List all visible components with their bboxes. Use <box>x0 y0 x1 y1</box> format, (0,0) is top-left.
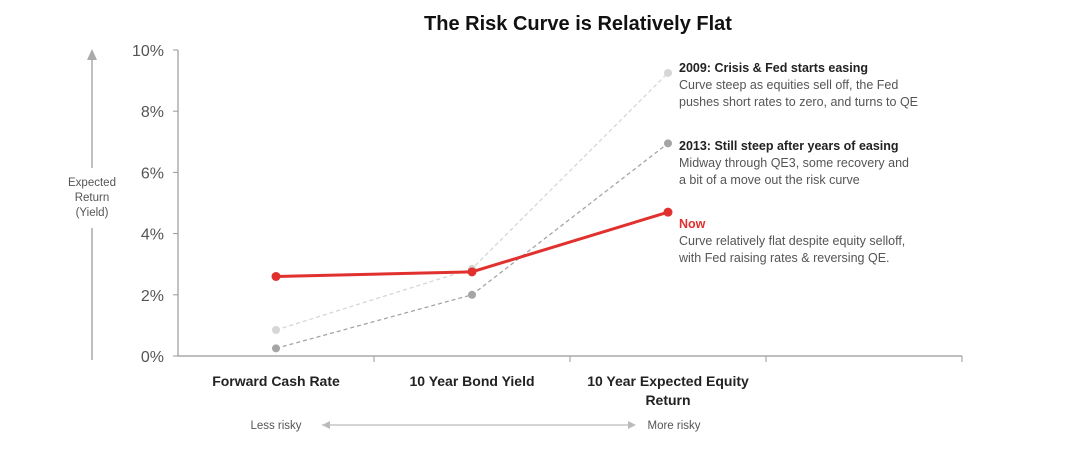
annotation-title: 2009: Crisis & Fed starts easing <box>679 61 868 75</box>
data-point-2009 <box>664 68 672 77</box>
arrow-right-icon <box>628 421 636 429</box>
annotation-title: Now <box>679 217 706 231</box>
y-tick-label: 2% <box>141 288 164 305</box>
x-tick-label: 10 Year Expected Equity <box>587 373 749 389</box>
y-tick-label: 10% <box>132 43 164 60</box>
annotation-line: Curve relatively flat despite equity sel… <box>679 234 906 248</box>
arrow-up-icon <box>87 49 97 60</box>
annotation-line: Curve steep as equities sell off, the Fe… <box>679 78 899 92</box>
x-tick-label: Return <box>645 392 690 408</box>
annotation-line: a bit of a move out the risk curve <box>679 173 860 187</box>
y-tick-label: 6% <box>141 165 164 182</box>
y-axis-label: Expected <box>68 177 116 189</box>
arrow-left-icon <box>322 421 330 429</box>
y-tick-label: 4% <box>141 227 164 244</box>
risk-label-left: Less risky <box>250 420 301 432</box>
x-tick-label: 10 Year Bond Yield <box>409 373 534 389</box>
y-tick-label: 8% <box>141 104 164 121</box>
y-tick-label: 0% <box>141 349 164 366</box>
annotation-title: 2013: Still steep after years of easing <box>679 139 899 153</box>
data-point-2009 <box>272 325 280 334</box>
annotation-2013: 2013: Still steep after years of easing … <box>679 138 909 189</box>
chart-title: The Risk Curve is Relatively Flat <box>424 13 732 35</box>
y-axis-label: (Yield) <box>76 207 109 219</box>
annotation-line: Midway through QE3, some recovery and <box>679 156 909 170</box>
data-point-Now <box>467 267 477 277</box>
series-line-2013 <box>275 142 669 349</box>
data-point-2013 <box>468 290 476 299</box>
data-point-Now <box>271 271 281 281</box>
y-axis-label: Return <box>75 192 110 204</box>
annotation-line: with Fed raising rates & reversing QE. <box>679 251 890 265</box>
x-tick-label: Forward Cash Rate <box>212 373 340 389</box>
data-point-2013 <box>272 344 280 353</box>
data-point-Now <box>663 207 673 217</box>
data-point-2013 <box>664 139 672 148</box>
risk-label-right: More risky <box>647 420 700 432</box>
annotation-line: pushes short rates to zero, and turns to… <box>679 95 919 109</box>
annotation-2009: 2009: Crisis & Fed starts easing Curve s… <box>679 60 918 111</box>
annotation-now: Now Curve relatively flat despite equity… <box>679 216 905 267</box>
